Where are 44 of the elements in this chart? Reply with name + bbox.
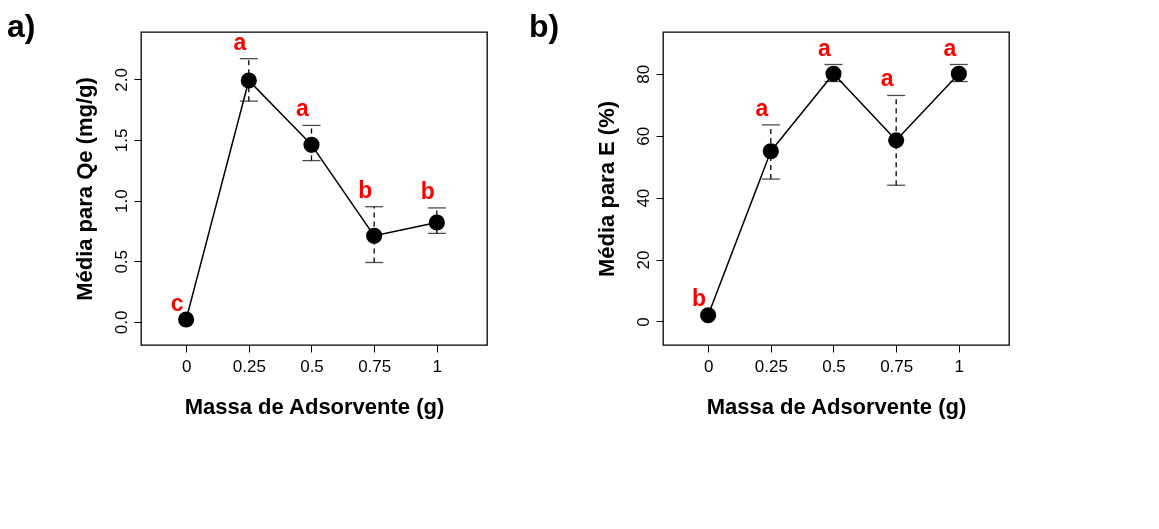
annotation: c [170, 289, 184, 316]
x-axis-title: Massa de Adsorvente (g) [706, 393, 967, 419]
y-tick-label: 1.5 [111, 128, 131, 153]
x-tick-label: 0.25 [232, 356, 266, 376]
point [762, 143, 779, 160]
annotation: b [358, 176, 373, 203]
y-tick-label: 2.0 [111, 67, 131, 92]
annotation: b [420, 177, 435, 204]
annotation: a [880, 65, 894, 92]
y-tick-label: 20 [633, 250, 653, 270]
x-tick-label: 0.25 [754, 356, 788, 376]
point [240, 72, 257, 89]
chart-title: a) [7, 7, 36, 44]
point [428, 214, 445, 231]
x-tick-label: 0 [181, 356, 192, 376]
annotation: a [233, 28, 247, 55]
y-tick-label: 0.0 [111, 310, 131, 335]
y-tick-label: 80 [633, 64, 653, 84]
point [700, 307, 717, 324]
y-tick-label: 0.5 [111, 249, 131, 274]
point [303, 136, 320, 153]
annotation: a [755, 94, 769, 121]
annotation: b [692, 285, 707, 312]
point [366, 227, 383, 244]
x-tick-label: 0.75 [358, 356, 392, 376]
x-tick-label: 0 [703, 356, 714, 376]
x-tick-label: 0.5 [300, 356, 324, 376]
x-tick-label: 1 [954, 356, 965, 376]
annotation: a [943, 34, 957, 61]
annotation: a [818, 34, 832, 61]
y-tick-label: 1.0 [111, 189, 131, 213]
y-axis-title: Média para E (%) [593, 100, 619, 278]
point [888, 132, 905, 149]
y-tick-label: 40 [633, 188, 653, 208]
chart-title: b) [529, 8, 560, 44]
y-axis-title: Média para Qe (mg/g) [71, 77, 97, 301]
annotation: a [296, 95, 310, 122]
x-tick-label: 1 [432, 356, 443, 376]
y-tick-label: 60 [633, 126, 653, 146]
point [178, 311, 195, 328]
x-axis-title: Massa de Adsorvente (g) [184, 393, 445, 419]
y-tick-label: 0 [633, 317, 653, 327]
x-tick-label: 0.5 [822, 356, 846, 376]
x-tick-label: 0.75 [880, 356, 914, 376]
